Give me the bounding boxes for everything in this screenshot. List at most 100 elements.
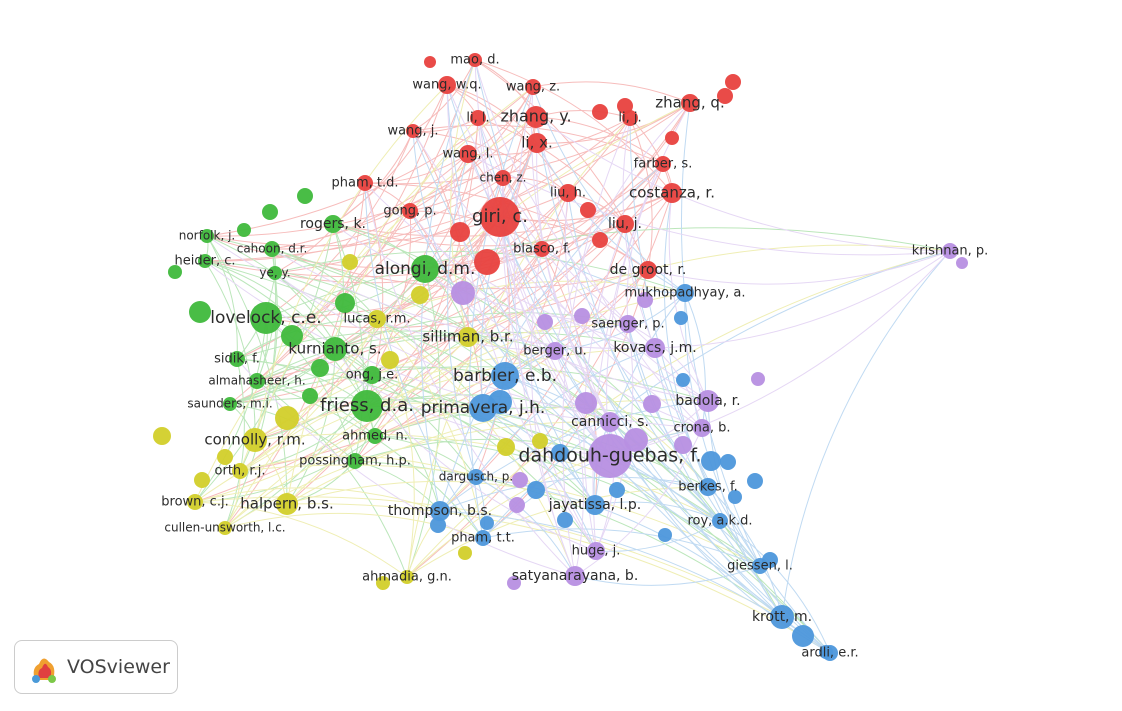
node bbox=[189, 301, 211, 323]
node-label: orth, r.j. bbox=[215, 464, 266, 479]
node-label: silliman, b.r. bbox=[422, 328, 513, 346]
edge bbox=[376, 318, 576, 577]
edge bbox=[271, 248, 656, 349]
node-label: dargusch, p. bbox=[439, 470, 513, 484]
edge bbox=[482, 407, 597, 552]
node bbox=[363, 366, 381, 384]
node bbox=[622, 110, 638, 126]
edge bbox=[286, 348, 336, 505]
edge bbox=[446, 84, 569, 194]
node bbox=[297, 188, 313, 204]
edge bbox=[406, 117, 631, 578]
node bbox=[747, 473, 763, 489]
edge bbox=[594, 292, 686, 506]
node bbox=[676, 284, 694, 302]
logo-icon bbox=[32, 658, 56, 683]
node-label: wang, j. bbox=[387, 124, 438, 139]
edge bbox=[409, 86, 534, 212]
edge bbox=[439, 400, 709, 512]
node bbox=[674, 311, 688, 325]
edge bbox=[406, 192, 673, 578]
edge bbox=[371, 102, 691, 376]
edge bbox=[504, 192, 569, 377]
node bbox=[527, 133, 547, 153]
node-label: zhang, q. bbox=[655, 94, 724, 112]
node bbox=[534, 241, 550, 257]
node bbox=[507, 576, 521, 590]
edge bbox=[554, 102, 691, 352]
node bbox=[587, 542, 605, 560]
edge bbox=[354, 438, 611, 462]
edge bbox=[334, 142, 538, 350]
node bbox=[367, 428, 383, 444]
edge bbox=[229, 223, 626, 405]
edge bbox=[254, 433, 721, 522]
node bbox=[559, 184, 577, 202]
edge bbox=[204, 260, 256, 441]
node bbox=[311, 359, 329, 377]
edge bbox=[513, 86, 576, 577]
edge bbox=[204, 102, 691, 262]
edge bbox=[622, 117, 656, 349]
edge bbox=[409, 210, 543, 250]
edge bbox=[477, 117, 611, 457]
edge bbox=[371, 374, 596, 506]
edge bbox=[376, 280, 686, 320]
node-label: kovacs, j.m. bbox=[613, 340, 696, 356]
node bbox=[430, 501, 450, 521]
edge bbox=[236, 210, 411, 360]
node bbox=[262, 204, 278, 220]
edge bbox=[406, 427, 703, 578]
node bbox=[617, 98, 633, 114]
edge bbox=[446, 84, 831, 654]
node-label: chen, z. bbox=[480, 171, 527, 185]
node-label: alongi, d.m. bbox=[375, 259, 476, 279]
node bbox=[168, 265, 182, 279]
node-label: berkes, f. bbox=[678, 480, 737, 495]
edge bbox=[229, 348, 336, 405]
edge bbox=[467, 223, 626, 338]
edge bbox=[663, 192, 709, 488]
node bbox=[609, 482, 625, 498]
node bbox=[565, 566, 585, 586]
node bbox=[527, 481, 545, 499]
edge bbox=[554, 350, 584, 577]
node bbox=[525, 79, 541, 95]
edge bbox=[239, 318, 378, 472]
edge bbox=[206, 86, 534, 237]
node bbox=[281, 325, 303, 347]
edge bbox=[654, 347, 761, 567]
edge bbox=[504, 375, 721, 522]
edge bbox=[654, 250, 951, 349]
edge bbox=[194, 487, 441, 512]
node bbox=[728, 490, 742, 504]
edge bbox=[366, 405, 721, 522]
node bbox=[725, 74, 741, 90]
edge bbox=[541, 248, 686, 294]
node bbox=[770, 605, 794, 629]
node-label: connolly, r.m. bbox=[204, 431, 305, 449]
edge bbox=[239, 350, 556, 472]
edge bbox=[224, 421, 611, 529]
edge bbox=[332, 130, 414, 225]
node-label: gong, p. bbox=[383, 204, 436, 219]
edge bbox=[265, 130, 414, 319]
edge bbox=[781, 250, 951, 618]
edge bbox=[504, 323, 629, 377]
edge bbox=[594, 501, 721, 522]
edges bbox=[194, 59, 951, 654]
edge bbox=[286, 480, 596, 506]
node bbox=[639, 261, 657, 279]
node-label: satyanarayana, b. bbox=[512, 568, 639, 584]
vosviewer-logo[interactable]: VOSviewer bbox=[14, 640, 178, 694]
node bbox=[681, 94, 699, 112]
node bbox=[232, 463, 248, 479]
node-label: ardli, e.r. bbox=[801, 646, 858, 661]
node-label: li, l. bbox=[466, 111, 489, 126]
edge bbox=[374, 435, 761, 567]
node bbox=[645, 338, 665, 358]
edge bbox=[567, 192, 721, 522]
node bbox=[712, 513, 728, 529]
edge bbox=[254, 374, 373, 441]
node-label: ye, y. bbox=[259, 266, 290, 280]
